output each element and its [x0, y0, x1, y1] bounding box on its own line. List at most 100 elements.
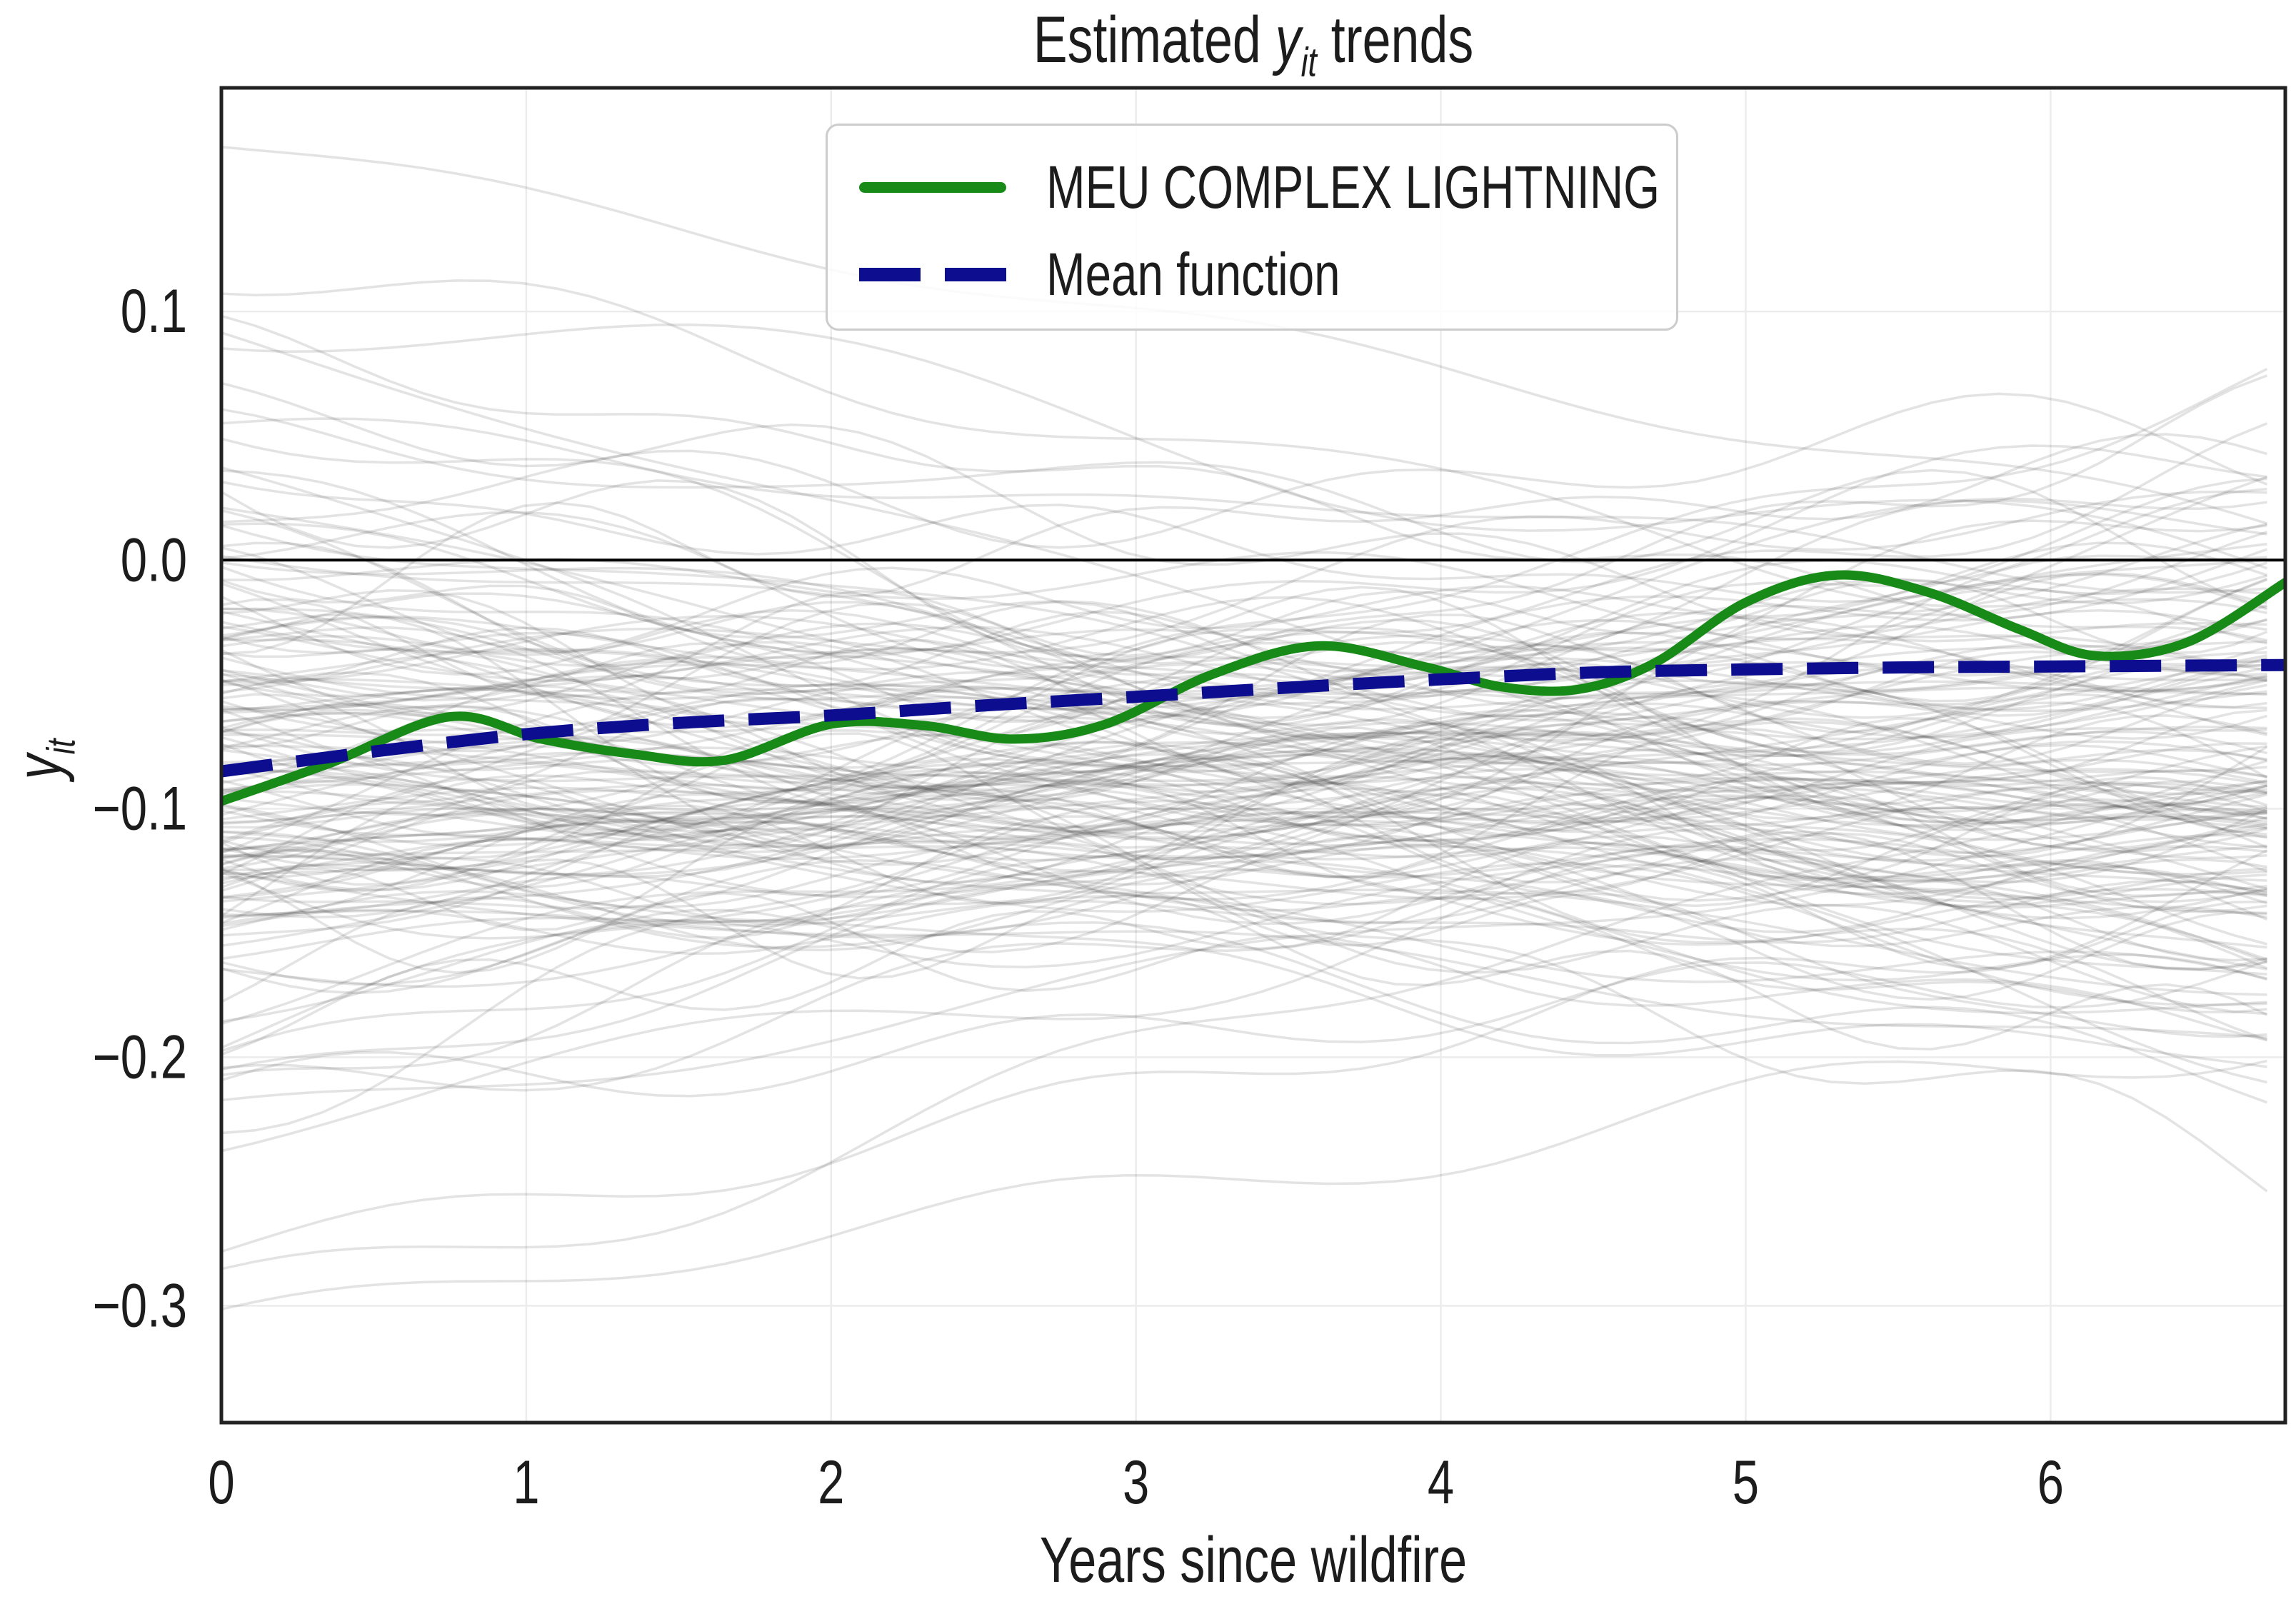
x-axis-label: Years since wildfire [1039, 1525, 1468, 1596]
background-trend-line [223, 657, 2267, 1025]
background-trend-line [223, 776, 2267, 1056]
background-trend-line [223, 807, 2267, 903]
chart-title-suffix: trends [1330, 4, 1474, 76]
background-trend-line [223, 728, 2267, 836]
background-trend-line [223, 522, 2267, 814]
background-trend-line [223, 680, 2267, 816]
background-trend-line [223, 611, 2267, 687]
background-trend-line [223, 788, 2267, 996]
background-trend-line [223, 758, 2267, 878]
background-trend-line [223, 541, 2267, 656]
background-trend-line [223, 587, 2267, 681]
background-trend-line [223, 830, 2267, 983]
background-trend-line [223, 279, 2267, 615]
background-trend-line [223, 731, 2267, 778]
background-trend-line [223, 566, 2268, 970]
series-line [223, 658, 2284, 778]
legend-solid-line-icon [859, 181, 1006, 193]
background-trend-line [223, 861, 2267, 952]
background-trend-line [223, 674, 2267, 808]
background-trend-line [223, 827, 2267, 880]
svg-text:2: 2 [818, 1448, 844, 1517]
x-tick-label: 6 [2037, 1448, 2064, 1517]
background-trend-line [223, 546, 2267, 767]
x-tick-label: 1 [513, 1448, 539, 1517]
background-trend-line [223, 438, 2267, 831]
background-trend-line [223, 727, 2267, 919]
svg-text:5: 5 [1733, 1448, 1759, 1517]
background-trend-line [223, 686, 2267, 812]
background-trend-line [223, 733, 2267, 913]
spines [219, 86, 2287, 1425]
background-trend-line [223, 469, 2267, 961]
background-trend-line [223, 422, 2268, 858]
background-trend-line [223, 618, 2267, 1071]
x-tick-label: 0 [208, 1448, 234, 1517]
background-trend-line [223, 479, 2268, 779]
background-trend-line [223, 786, 2267, 986]
background-trend-line [223, 506, 2267, 893]
background-trend-line [223, 638, 2267, 905]
background-trend-line [223, 759, 2267, 1270]
svg-text:1: 1 [513, 1448, 539, 1517]
background-trend-line [223, 879, 2267, 956]
background-trend-line [223, 554, 2267, 1076]
background-trend-line [223, 746, 2267, 795]
background-trend-line [223, 315, 2267, 642]
background-trend-line [223, 688, 2267, 851]
plot-spines [219, 86, 2287, 1425]
background-trend-line [223, 803, 2267, 1016]
background-trend-line [223, 784, 2267, 1102]
x-tick-label: 2 [818, 1448, 844, 1517]
background-trend-line [223, 746, 2268, 1092]
background-trend-line [223, 871, 2267, 1068]
background-trend-line [223, 408, 2267, 609]
background-trend-line [223, 541, 2268, 848]
background-trend-line [223, 700, 2267, 947]
background-trend-line [223, 592, 2267, 693]
background-trend-line [223, 820, 2267, 963]
background-trend-line [223, 826, 2267, 938]
background-trend-line [223, 607, 2267, 824]
background-trend-line [223, 651, 2267, 866]
y-tick-labels: 0.1 0.0 −0.1 −0.2 −0.3 [93, 277, 187, 1340]
svg-text:6: 6 [2037, 1448, 2064, 1517]
background-trend-line [223, 838, 2267, 882]
background-trend-line [223, 657, 2267, 876]
background-trend-line [223, 558, 2267, 791]
legend-item-meu-complex-lightning: MEU COMPLEX LIGHTNING [859, 151, 1676, 223]
background-trend-line [223, 638, 2267, 816]
background-trend-line [223, 613, 2268, 1193]
background-trend-line [223, 693, 2267, 896]
background-trend-line [223, 804, 2267, 934]
legend-dashed-line-icon [859, 267, 1006, 281]
svg-text:0: 0 [208, 1448, 234, 1517]
background-trend-line [223, 511, 2267, 756]
svg-text:−0.1: −0.1 [93, 774, 187, 843]
background-trend-line [223, 786, 2267, 879]
background-trend-line [223, 678, 2267, 862]
background-trend-line [223, 726, 2267, 920]
background-trend-line [223, 368, 2268, 917]
chart-title-prefix: Estimated [1033, 4, 1261, 76]
background-trend-line [223, 704, 2267, 839]
background-trend-line [223, 497, 2267, 892]
background-trend-line [223, 490, 2267, 693]
background-trend-line [223, 683, 2267, 1003]
background-trend-line [223, 323, 2267, 570]
background-trend-line [223, 681, 2267, 971]
svg-text:−0.2: −0.2 [93, 1023, 187, 1091]
y-axis-label: yit [4, 738, 84, 780]
series-mean-function [223, 658, 2284, 778]
background-trend-line [223, 808, 2268, 1153]
background-trend-line [223, 579, 2267, 736]
background-trend-line [223, 707, 2267, 982]
background-trend-line [223, 675, 2267, 924]
background-trend-line [223, 561, 2268, 873]
background-trend-line [223, 798, 2267, 995]
background-trend-line [223, 761, 2267, 853]
background-trend-line [223, 1059, 2267, 1310]
background-trend-line [223, 768, 2267, 866]
x-tick-label: 5 [1733, 1448, 1759, 1517]
background-trend-line [223, 331, 2267, 891]
